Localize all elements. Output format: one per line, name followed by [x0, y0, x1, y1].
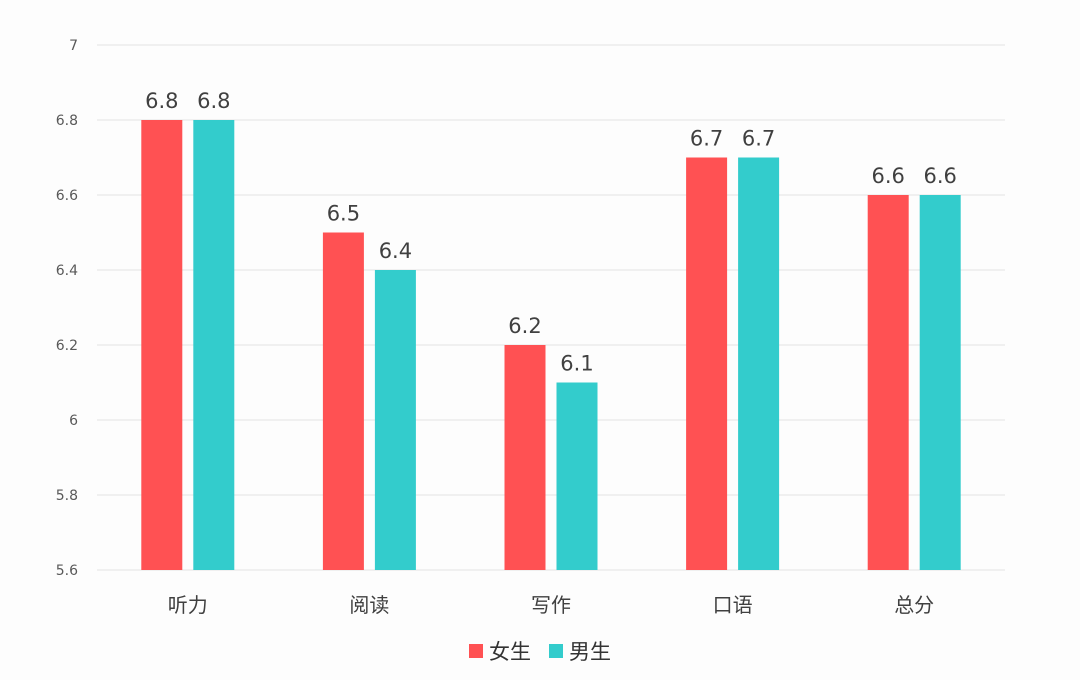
bar [867, 195, 909, 570]
bar [193, 120, 235, 570]
bar [322, 232, 364, 570]
legend: 女生 男生 [0, 636, 1080, 666]
x-tick-label: 阅读 [349, 593, 389, 617]
data-label: 6.2 [508, 314, 541, 338]
x-tick-label: 听力 [168, 593, 208, 617]
bar [504, 345, 546, 570]
bar [374, 270, 416, 570]
legend-item-female[interactable]: 女生 [469, 636, 531, 666]
data-label: 6.8 [145, 89, 178, 113]
data-label: 6.5 [327, 202, 360, 226]
y-tick-label: 6.6 [56, 188, 78, 204]
data-label: 6.1 [560, 352, 593, 376]
data-label: 6.7 [742, 127, 775, 151]
data-label: 6.6 [923, 164, 956, 188]
bar [141, 120, 183, 570]
legend-label-male: 男生 [569, 640, 611, 664]
y-axis-tick-labels: 5.6 5.8 6 6.2 6.4 6.6 6.8 7 [56, 38, 78, 579]
y-tick-label: 6.8 [56, 113, 78, 129]
legend-swatch-female [469, 644, 483, 658]
legend-item-male[interactable]: 男生 [549, 636, 611, 666]
data-labels: 6.8 6.8 6.5 6.4 6.2 6.1 6.7 6.7 6.6 6.6 [145, 89, 957, 376]
bar [686, 157, 728, 570]
y-tick-label: 7 [69, 38, 78, 54]
x-axis-tick-labels: 听力 阅读 写作 口语 总分 [168, 593, 934, 617]
x-tick-label: 口语 [713, 593, 753, 617]
legend-label-female: 女生 [489, 640, 531, 664]
legend-swatch-male [549, 644, 563, 658]
data-label: 6.6 [871, 164, 904, 188]
y-tick-label: 6 [69, 413, 78, 429]
bars [141, 120, 961, 570]
bar [919, 195, 961, 570]
y-tick-label: 5.6 [56, 563, 78, 579]
y-tick-label: 6.2 [56, 338, 78, 354]
data-label: 6.8 [197, 89, 230, 113]
bar [556, 382, 598, 570]
x-tick-label: 写作 [531, 593, 571, 617]
bar [738, 157, 780, 570]
data-label: 6.4 [379, 239, 412, 263]
data-label: 6.7 [690, 127, 723, 151]
x-tick-label: 总分 [894, 593, 934, 617]
gridlines [97, 44, 1005, 571]
y-tick-label: 5.8 [56, 488, 78, 504]
y-tick-label: 6.4 [56, 263, 78, 279]
